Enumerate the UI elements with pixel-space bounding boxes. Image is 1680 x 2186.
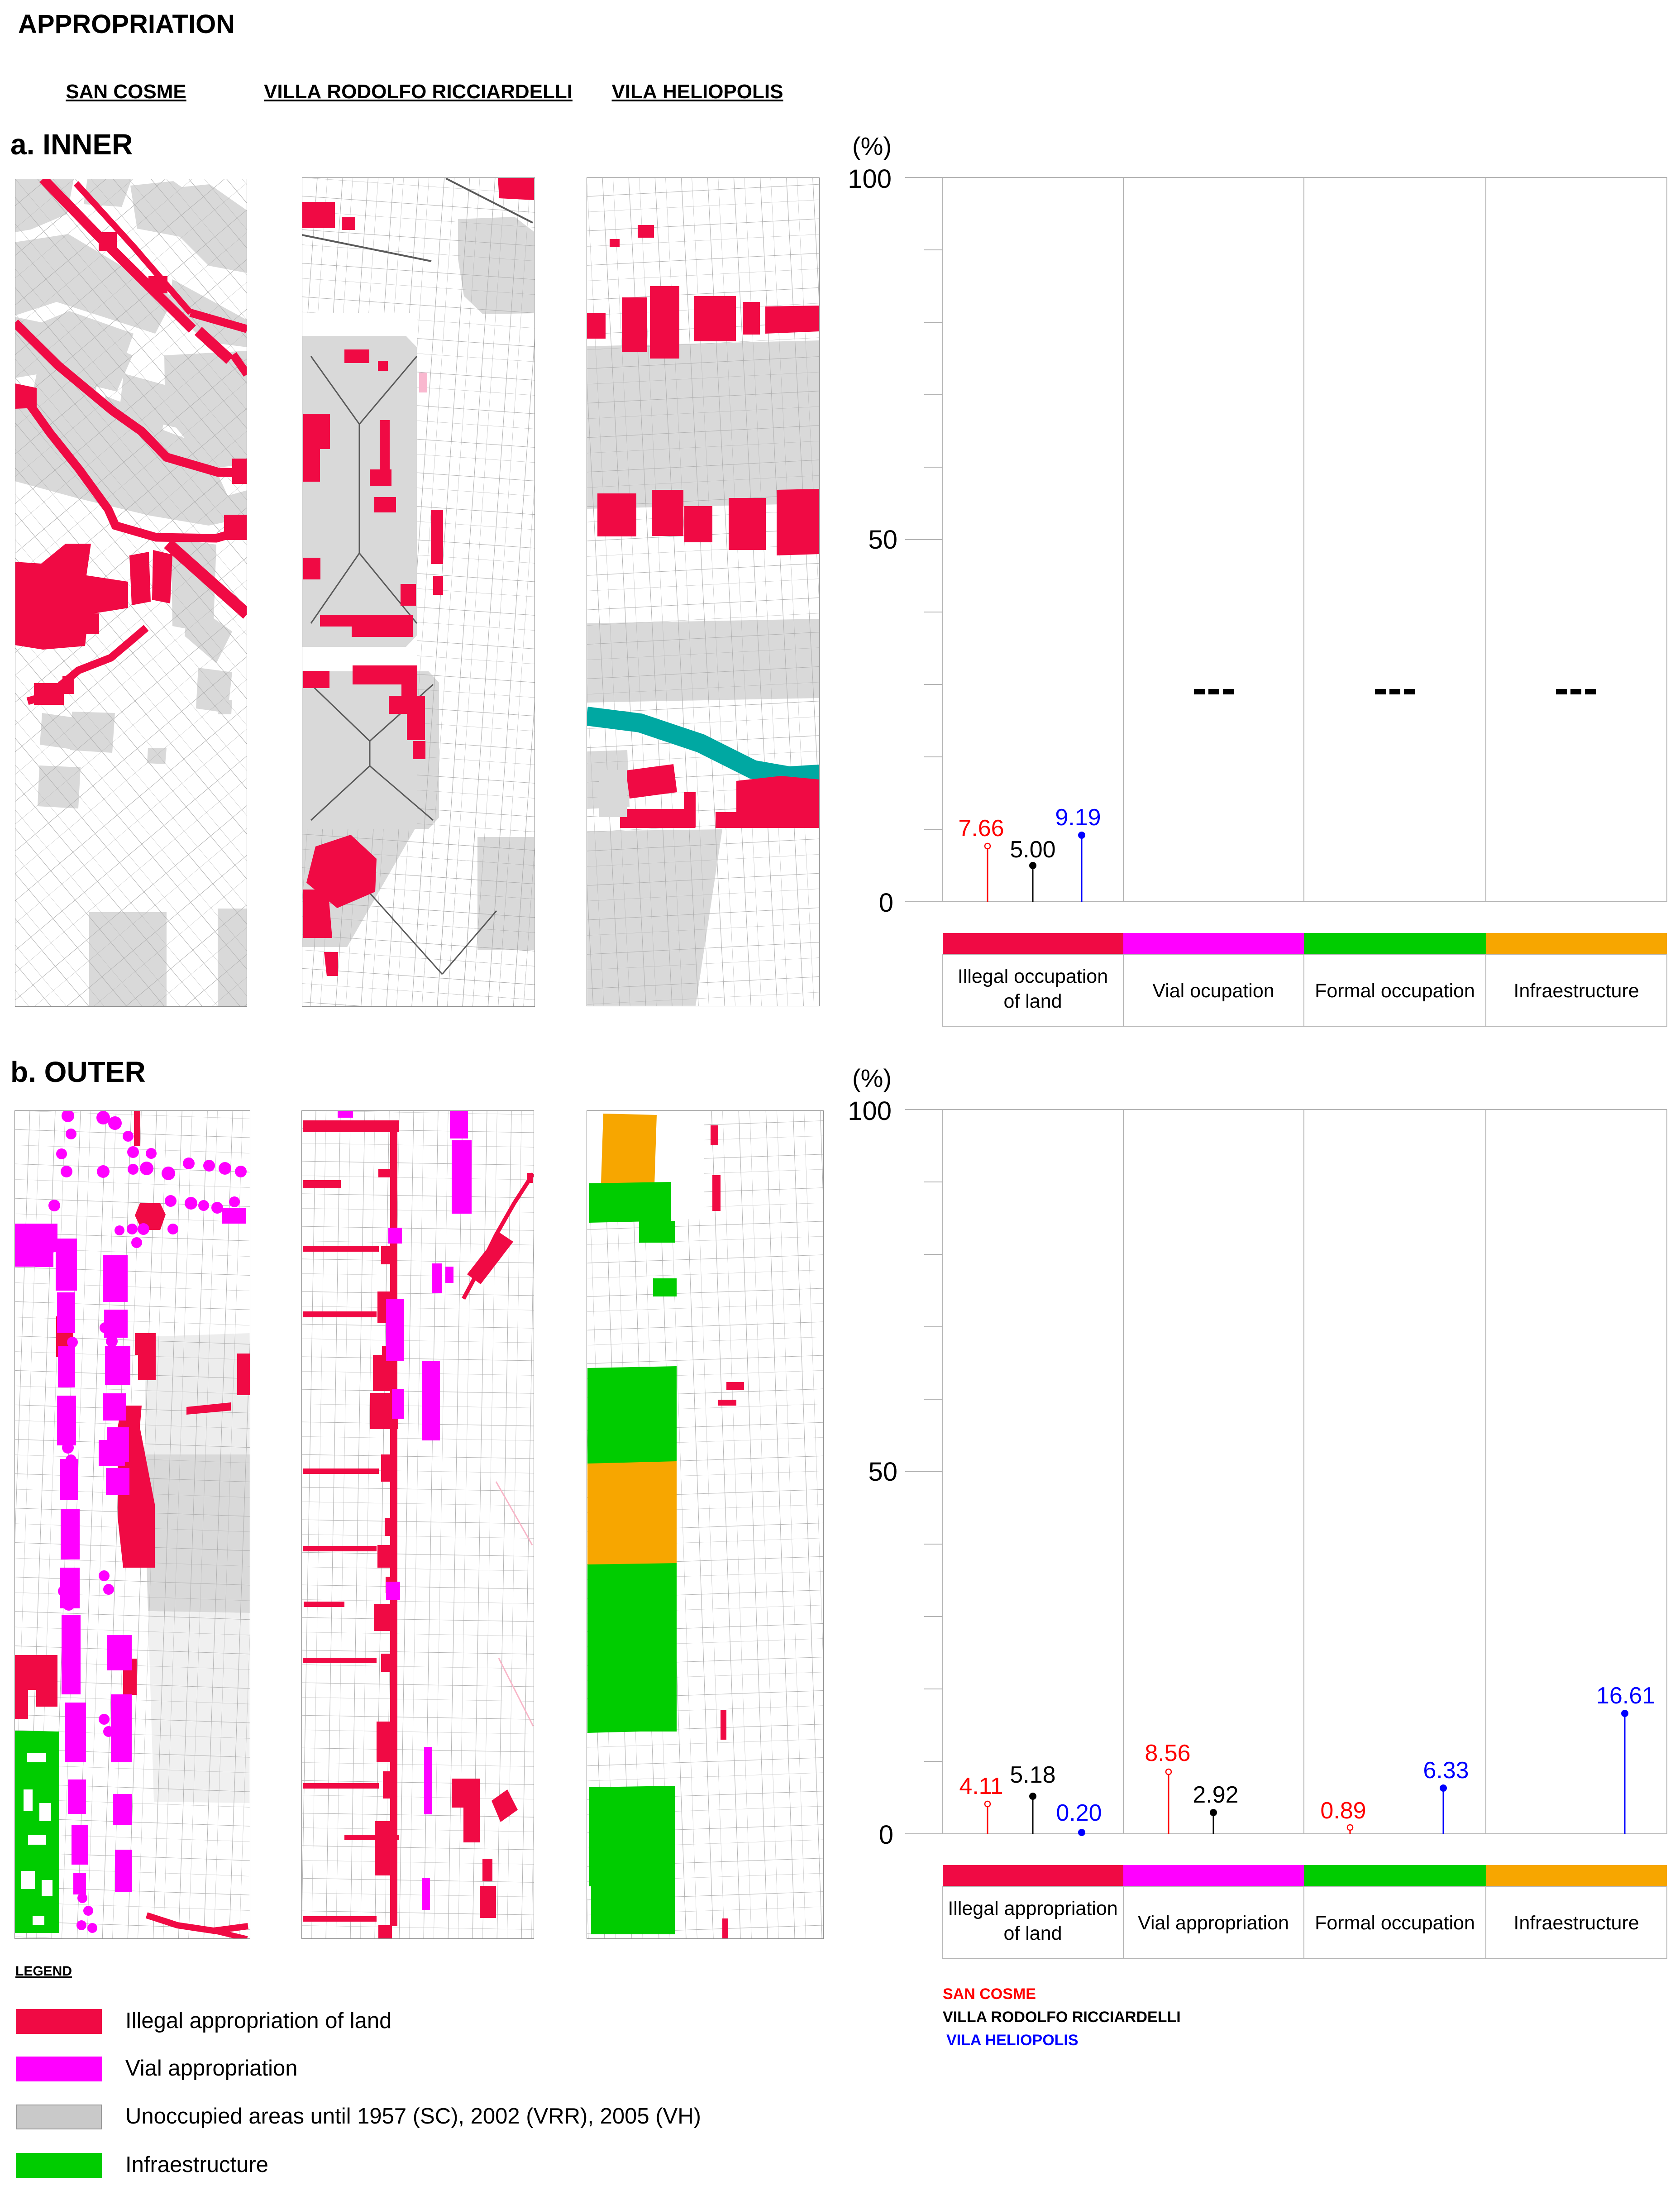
svg-text:of land: of land [1003, 1923, 1062, 1944]
svg-text:Vial appropriation: Vial appropriation [1138, 1912, 1289, 1934]
svg-text:(%): (%) [852, 1064, 892, 1092]
svg-text:Illegal occupation: Illegal occupation [958, 966, 1108, 987]
svg-text:(%): (%) [852, 132, 892, 160]
svg-text:5.00: 5.00 [1010, 837, 1055, 863]
svg-text:9.19: 9.19 [1055, 804, 1101, 831]
svg-text:Formal occupation: Formal occupation [1315, 980, 1475, 1002]
svg-text:Illegal appropriation: Illegal appropriation [948, 1898, 1117, 1919]
svg-text:8.56: 8.56 [1145, 1740, 1190, 1766]
svg-text:Infraestructure: Infraestructure [1513, 1912, 1639, 1934]
svg-text:7.66: 7.66 [958, 815, 1004, 842]
svg-text:100: 100 [848, 1096, 892, 1126]
svg-text:VILA HELIOPOLIS: VILA HELIOPOLIS [946, 2032, 1079, 2049]
svg-text:0: 0 [879, 888, 893, 918]
svg-text:5.18: 5.18 [1010, 1762, 1055, 1788]
svg-text:Infraestructure: Infraestructure [1513, 980, 1639, 1002]
svg-text:VILLA RODOLFO RICCIARDELLI: VILLA RODOLFO RICCIARDELLI [943, 2009, 1181, 2026]
svg-text:SAN COSME: SAN COSME [943, 1985, 1036, 2003]
svg-text:16.61: 16.61 [1596, 1683, 1655, 1709]
svg-text:100: 100 [848, 164, 892, 194]
svg-text:Formal occupation: Formal occupation [1315, 1912, 1475, 1934]
svg-text:50: 50 [868, 525, 897, 555]
svg-text:0: 0 [879, 1820, 893, 1850]
svg-text:Vial ocupation: Vial ocupation [1152, 980, 1274, 1002]
svg-text:2.92: 2.92 [1193, 1782, 1238, 1808]
svg-text:of land: of land [1003, 990, 1062, 1012]
svg-text:4.11: 4.11 [959, 1773, 1003, 1799]
svg-text:0.89: 0.89 [1320, 1798, 1366, 1824]
svg-text:0.20: 0.20 [1056, 1800, 1102, 1826]
svg-text:50: 50 [868, 1457, 897, 1487]
svg-text:6.33: 6.33 [1423, 1757, 1469, 1784]
